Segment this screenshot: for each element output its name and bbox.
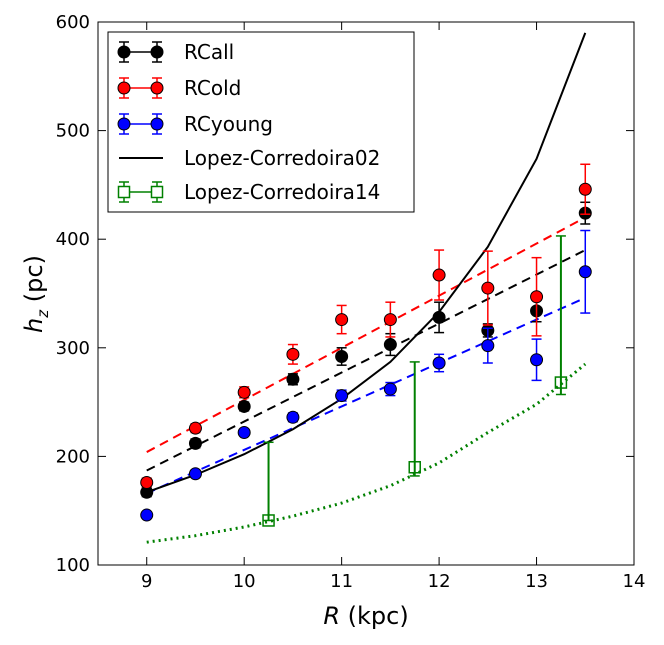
legend-rcyoung-label: RCyoung [184,112,273,136]
rcyoung-point [286,410,300,424]
rcold-point [286,347,300,361]
x-axis-label: R (kpc) [323,602,408,630]
rcall-point [188,436,202,450]
fit-line-rcyoung [146,296,586,495]
y-tick-label: 600 [56,12,90,33]
rcyoung-point [530,353,544,367]
legend-lopez-corredoira14-label: Lopez-Corredoira14 [184,180,380,204]
legend-rcall-swatch-marker [150,45,164,59]
chart-marks [140,32,592,544]
fit-line-rcall [146,249,586,472]
rcyoung-point [578,265,592,279]
legend-lopez-corredoira14-swatch-marker [150,185,164,199]
y-tick-label: 500 [56,121,90,142]
lc14-square-point [554,376,568,389]
lc14-square-point [262,514,275,527]
rcyoung-point [481,339,495,353]
rcall-point [237,399,251,413]
rcall-point [335,349,349,363]
y-tick-label: 100 [56,555,90,576]
y-axis-label: hz (pc) [20,255,52,333]
rcold-point [237,385,251,399]
y-tick-label: 400 [56,229,90,250]
legend-rcold-swatch-marker [117,81,131,95]
x-tick-label: 14 [623,571,646,592]
rcyoung-point [383,382,397,396]
legend-rcyoung-swatch-marker [150,117,164,131]
x-tick-label: 13 [525,571,548,592]
rcold-point [481,281,495,295]
rcold-point [578,182,592,196]
rcall-point [383,338,397,352]
legend-rcold-label: RCold [184,76,241,100]
lc14-square-point [408,461,421,474]
legend-rcall-label: RCall [184,40,234,64]
rcyoung-point [188,467,202,481]
y-tick-label: 200 [56,446,90,467]
x-tick-label: 10 [233,571,256,592]
axis-ticks: 9 10 11 12 13 14 100 200 300 400 500 600 [56,12,646,592]
rcyoung-point [335,389,349,403]
rcold-point [188,421,202,435]
x-tick-label: 12 [428,571,451,592]
rcold-point [383,313,397,327]
x-tick-label: 9 [141,571,152,592]
rcold-point [432,268,446,282]
rcyoung-point [432,356,446,370]
legend-lopez-corredoira02-label: Lopez-Corredoira02 [184,146,380,170]
legend-rcall-swatch-marker [117,45,131,59]
y-tick-label: 300 [56,338,90,359]
legend: RCall RCold RCyoung Lopez-Corredoira02 Lopez… [107,31,415,213]
rcold-point [140,475,154,489]
rcyoung-point [140,508,154,522]
legend-rcyoung-swatch-marker [117,117,131,131]
rcall-point [286,372,300,386]
plot-frame [97,21,635,566]
rcyoung-point [237,426,251,440]
legend-lopez-corredoira14-swatch-marker [117,185,131,199]
rcold-point [335,313,349,327]
rcall-point [432,310,446,324]
rcold-point [530,290,544,304]
x-tick-label: 11 [330,571,353,592]
legend-rcold-swatch-marker [150,81,164,95]
lc02-model-line [146,32,587,494]
lc14-model-dotted-line [146,362,587,544]
fit-line-rcold [146,216,586,453]
